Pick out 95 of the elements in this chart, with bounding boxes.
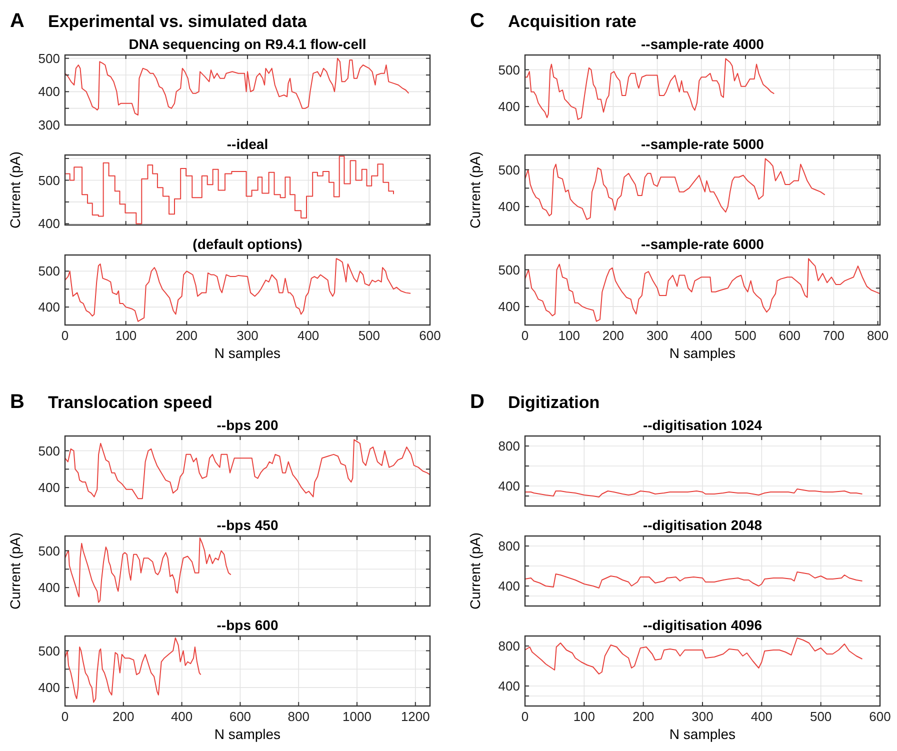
chart-title: --ideal <box>226 136 268 152</box>
y-tick-label: 400 <box>498 199 520 214</box>
y-tick-label: 800 <box>498 638 520 654</box>
chart-title: --sample-rate 6000 <box>641 236 764 252</box>
x-axis-title: N samples <box>669 726 736 742</box>
y-axis-title: Current (pA) <box>467 151 483 229</box>
chart-title: --digitisation 4096 <box>642 617 762 633</box>
line-series <box>64 58 410 116</box>
chart-title: --bps 600 <box>216 617 278 633</box>
line-series <box>64 258 412 322</box>
x-tick-label: 500 <box>734 328 756 343</box>
y-axis-title: Current (pA) <box>7 151 23 229</box>
x-tick-label: 400 <box>170 709 193 724</box>
y-tick-label: 500 <box>498 62 520 78</box>
y-tick-label: 500 <box>498 262 520 278</box>
text: C <box>470 10 484 32</box>
y-tick-label: 400 <box>38 84 60 100</box>
y-tick-label: 500 <box>38 172 60 188</box>
x-tick-label: 400 <box>690 328 712 343</box>
y-tick-label: 400 <box>498 678 520 694</box>
y-tick-label: 400 <box>498 478 520 494</box>
chart-title: --digitisation 2048 <box>642 517 762 533</box>
y-tick-label: 500 <box>38 643 60 658</box>
x-tick-label: 300 <box>236 328 258 343</box>
line-series <box>64 537 232 603</box>
line-series <box>524 638 863 674</box>
y-tick-label: 400 <box>38 216 60 232</box>
x-tick-label: 100 <box>558 328 580 343</box>
y-tick-label: 500 <box>498 162 520 178</box>
text: Translocation speed <box>48 393 212 412</box>
line-series <box>524 58 775 120</box>
y-tick-label: 400 <box>498 578 520 594</box>
line-series <box>64 156 394 224</box>
y-tick-label: 400 <box>498 99 520 114</box>
x-tick-label: 600 <box>419 328 441 343</box>
x-tick-label: 0 <box>521 709 529 724</box>
text: A <box>10 10 24 32</box>
x-tick-label: 200 <box>632 709 654 724</box>
x-tick-label: 0 <box>61 328 69 343</box>
chart-title: --sample-rate 4000 <box>641 36 764 52</box>
x-tick-label: 200 <box>602 328 624 343</box>
x-tick-label: 200 <box>112 709 134 724</box>
chart-title: (default options) <box>192 236 302 252</box>
y-tick-label: 500 <box>38 543 60 558</box>
x-tick-label: 600 <box>778 328 800 343</box>
text: Acquisition rate <box>508 12 636 31</box>
y-tick-label: 400 <box>38 680 60 696</box>
x-tick-label: 500 <box>358 328 380 343</box>
x-tick-label: 500 <box>810 709 832 724</box>
x-tick-label: 0 <box>61 709 69 724</box>
line-series <box>524 258 880 322</box>
chart-title: --bps 200 <box>216 417 278 433</box>
x-tick-label: 600 <box>869 709 891 724</box>
line-series <box>524 572 863 588</box>
x-axis-title: N samples <box>214 345 281 361</box>
y-tick-label: 400 <box>38 300 60 315</box>
x-tick-label: 700 <box>822 328 845 343</box>
y-tick-label: 500 <box>38 264 60 279</box>
x-tick-label: 800 <box>288 709 310 724</box>
chart-title: --digitisation 1024 <box>642 417 762 433</box>
y-axis-title: Current (pA) <box>467 532 483 610</box>
y-tick-label: 500 <box>38 50 60 66</box>
chart-title: DNA sequencing on R9.4.1 flow-cell <box>128 36 366 52</box>
y-tick-label: 800 <box>498 438 520 454</box>
x-tick-label: 0 <box>521 328 529 343</box>
y-axis-title: Current (pA) <box>7 532 23 610</box>
line-series <box>64 637 202 703</box>
x-tick-label: 800 <box>866 328 889 343</box>
text: D <box>470 391 484 413</box>
y-tick-label: 400 <box>498 299 520 314</box>
y-tick-label: 400 <box>38 480 60 496</box>
x-axis-title: N samples <box>669 345 736 361</box>
x-tick-label: 300 <box>646 328 668 343</box>
line-series <box>64 439 430 500</box>
chart-title: --bps 450 <box>216 517 278 533</box>
x-tick-label: 1200 <box>400 709 430 724</box>
line-series <box>524 158 826 220</box>
text: Experimental vs. simulated data <box>48 12 308 31</box>
text: Digitization <box>508 393 600 412</box>
text: B <box>10 391 24 413</box>
x-tick-label: 100 <box>573 709 596 724</box>
y-tick-label: 400 <box>38 580 60 596</box>
line-series <box>524 488 863 498</box>
y-tick-label: 800 <box>498 538 520 554</box>
x-tick-label: 400 <box>750 709 773 724</box>
x-tick-label: 1000 <box>342 709 372 724</box>
x-tick-label: 600 <box>229 709 252 724</box>
x-axis-title: N samples <box>214 726 281 742</box>
chart-title: --sample-rate 5000 <box>641 136 764 152</box>
x-tick-label: 200 <box>176 328 198 343</box>
y-tick-label: 500 <box>38 443 60 458</box>
x-tick-label: 300 <box>692 709 714 724</box>
y-tick-label: 300 <box>38 118 60 133</box>
x-tick-label: 100 <box>114 328 137 343</box>
x-tick-label: 400 <box>297 328 320 343</box>
